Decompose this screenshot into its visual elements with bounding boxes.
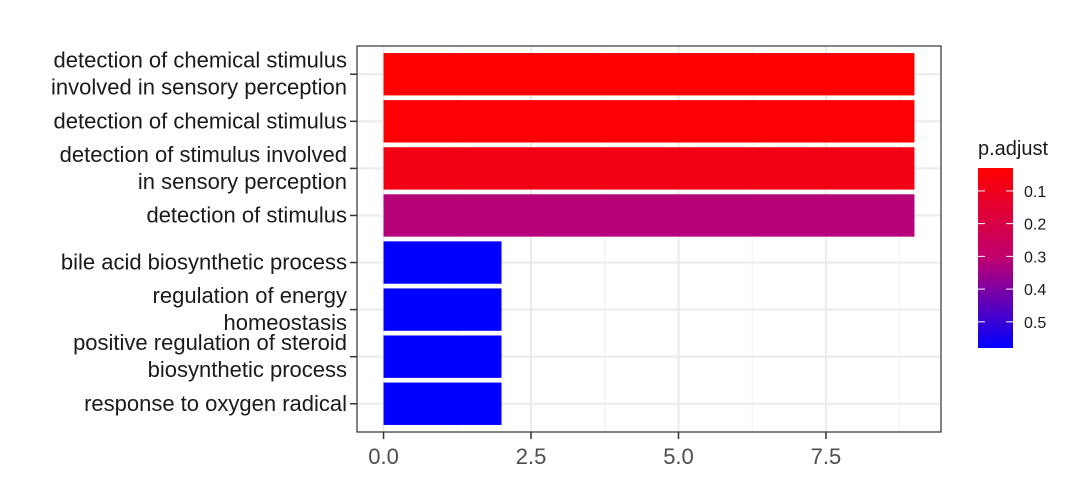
legend: p.adjust 0.1 0.2 0.3 0.4 0.5 bbox=[978, 138, 1048, 348]
x-axis: 0.0 2.5 5.0 7.5 bbox=[368, 432, 841, 469]
category-label: response to oxygen radical bbox=[84, 391, 347, 416]
category-label: biosynthetic process bbox=[148, 357, 347, 382]
panel-border bbox=[356, 45, 942, 433]
category-label: in sensory perception bbox=[138, 169, 347, 194]
bar bbox=[383, 194, 915, 237]
legend-tick-label: 0.2 bbox=[1024, 217, 1046, 234]
category-label: detection of stimulus involved bbox=[60, 142, 347, 167]
category-label: bile acid biosynthetic process bbox=[61, 250, 347, 275]
legend-title: p.adjust bbox=[978, 138, 1048, 160]
legend-tick-label: 0.1 bbox=[1024, 184, 1046, 201]
category-label: detection of stimulus bbox=[146, 202, 347, 227]
bar bbox=[383, 100, 915, 143]
x-tick-label: 2.5 bbox=[516, 444, 547, 469]
category-label: regulation of energy bbox=[153, 283, 347, 308]
x-tick-label: 5.0 bbox=[663, 444, 694, 469]
legend-tick-label: 0.4 bbox=[1024, 282, 1046, 299]
bar bbox=[383, 241, 502, 284]
x-tick-label: 7.5 bbox=[811, 444, 842, 469]
category-label: positive regulation of steroid bbox=[73, 330, 347, 355]
bar bbox=[383, 288, 502, 331]
category-label: detection of chemical stimulus bbox=[54, 108, 347, 133]
bar bbox=[383, 382, 502, 425]
category-label: involved in sensory perception bbox=[51, 75, 347, 100]
bar bbox=[383, 147, 915, 190]
category-label: homeostasis bbox=[223, 310, 347, 335]
bar bbox=[383, 53, 915, 96]
legend-colorbar bbox=[978, 168, 1013, 348]
legend-tick-label: 0.5 bbox=[1024, 315, 1046, 332]
x-tick-label: 0.0 bbox=[368, 444, 399, 469]
category-label: detection of chemical stimulus bbox=[54, 48, 347, 73]
legend-tick-label: 0.3 bbox=[1024, 249, 1046, 266]
bar bbox=[383, 335, 502, 378]
bars-layer bbox=[383, 53, 915, 425]
